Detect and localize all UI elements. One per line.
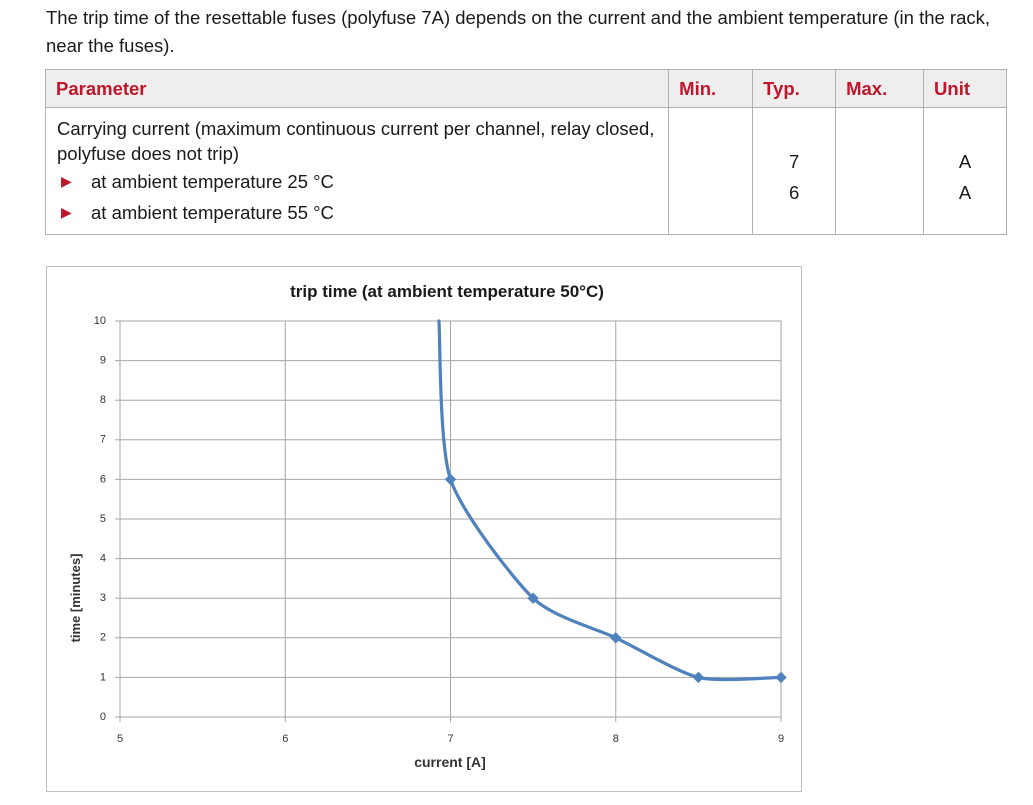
y-tick-label: 5: [100, 513, 106, 525]
chart-grid: [115, 320, 782, 722]
max-cell: [835, 107, 925, 235]
y-axis-ticks: 0 1 2 3 4 5 6 7 8 9 10: [94, 315, 106, 723]
x-tick-label: 9: [778, 733, 784, 745]
condition-item: ▶ at ambient temperature 55 °C: [57, 197, 658, 228]
chart-series: [437, 319, 787, 684]
y-tick-label: 3: [100, 592, 106, 604]
unit-cell: A A: [923, 107, 1007, 235]
data-point-marker: [692, 671, 705, 684]
x-axis-ticks: 5 6 7 8 9: [117, 733, 784, 745]
typ-cell: 7 6: [752, 107, 837, 235]
typ-value: 7: [788, 151, 800, 172]
typ-value: 6: [788, 182, 800, 203]
header-unit: Unit: [923, 69, 1007, 108]
bullet-triangle-icon: ▶: [61, 173, 72, 189]
y-tick-label: 2: [100, 632, 106, 644]
data-point-marker: [444, 473, 457, 486]
unit-value: A: [958, 151, 972, 172]
unit-value: A: [958, 182, 972, 203]
y-tick-label: 8: [100, 394, 106, 406]
chart-title: trip time (at ambient temperature 50°C): [290, 282, 604, 301]
data-point-marker: [610, 632, 622, 644]
x-tick-label: 5: [117, 733, 123, 745]
parameter-cell: Carrying current (maximum continuous cur…: [44, 107, 670, 235]
x-tick-label: 6: [282, 733, 288, 745]
y-tick-label: 7: [100, 434, 106, 446]
parameter-table: Parameter Min. Typ. Max. Unit Carrying c…: [44, 69, 1007, 235]
y-tick-label: 10: [94, 315, 106, 327]
y-tick-label: 1: [100, 671, 106, 683]
y-tick-label: 4: [100, 553, 106, 565]
x-tick-label: 8: [613, 733, 619, 745]
bullet-triangle-icon: ▶: [61, 204, 72, 220]
table-row: Carrying current (maximum continuous cur…: [44, 107, 1007, 235]
data-point-marker: [775, 671, 787, 684]
min-cell: [668, 107, 754, 235]
header-parameter: Parameter: [44, 69, 670, 108]
header-min: Min.: [668, 69, 754, 108]
y-tick-label: 6: [100, 473, 106, 485]
x-tick-label: 7: [447, 733, 453, 745]
parameter-description: Carrying current (maximum continuous cur…: [57, 118, 655, 164]
y-tick-label: 0: [100, 711, 106, 723]
x-axis-label: current [A]: [414, 754, 486, 770]
y-axis-label: time [minutes]: [68, 554, 83, 643]
trip-time-chart: trip time (at ambient temperature 50°C) …: [46, 266, 802, 792]
max-value: [836, 177, 923, 208]
series-line: [437, 319, 783, 682]
data-point-marker: [527, 592, 539, 604]
max-value: [836, 146, 923, 177]
intro-paragraph: The trip time of the resettable fuses (p…: [46, 7, 991, 56]
condition-label: at ambient temperature 25 °C: [91, 171, 334, 192]
min-value: [669, 146, 752, 177]
table-header-row: Parameter Min. Typ. Max. Unit: [44, 69, 1007, 108]
min-value: [669, 177, 752, 208]
chart-canvas: trip time (at ambient temperature 50°C) …: [68, 282, 787, 770]
condition-item: ▶ at ambient temperature 25 °C: [57, 166, 658, 197]
header-typ: Typ.: [752, 69, 837, 108]
condition-label: at ambient temperature 55 °C: [91, 202, 334, 223]
header-max: Max.: [835, 69, 925, 108]
y-tick-label: 9: [100, 355, 106, 367]
